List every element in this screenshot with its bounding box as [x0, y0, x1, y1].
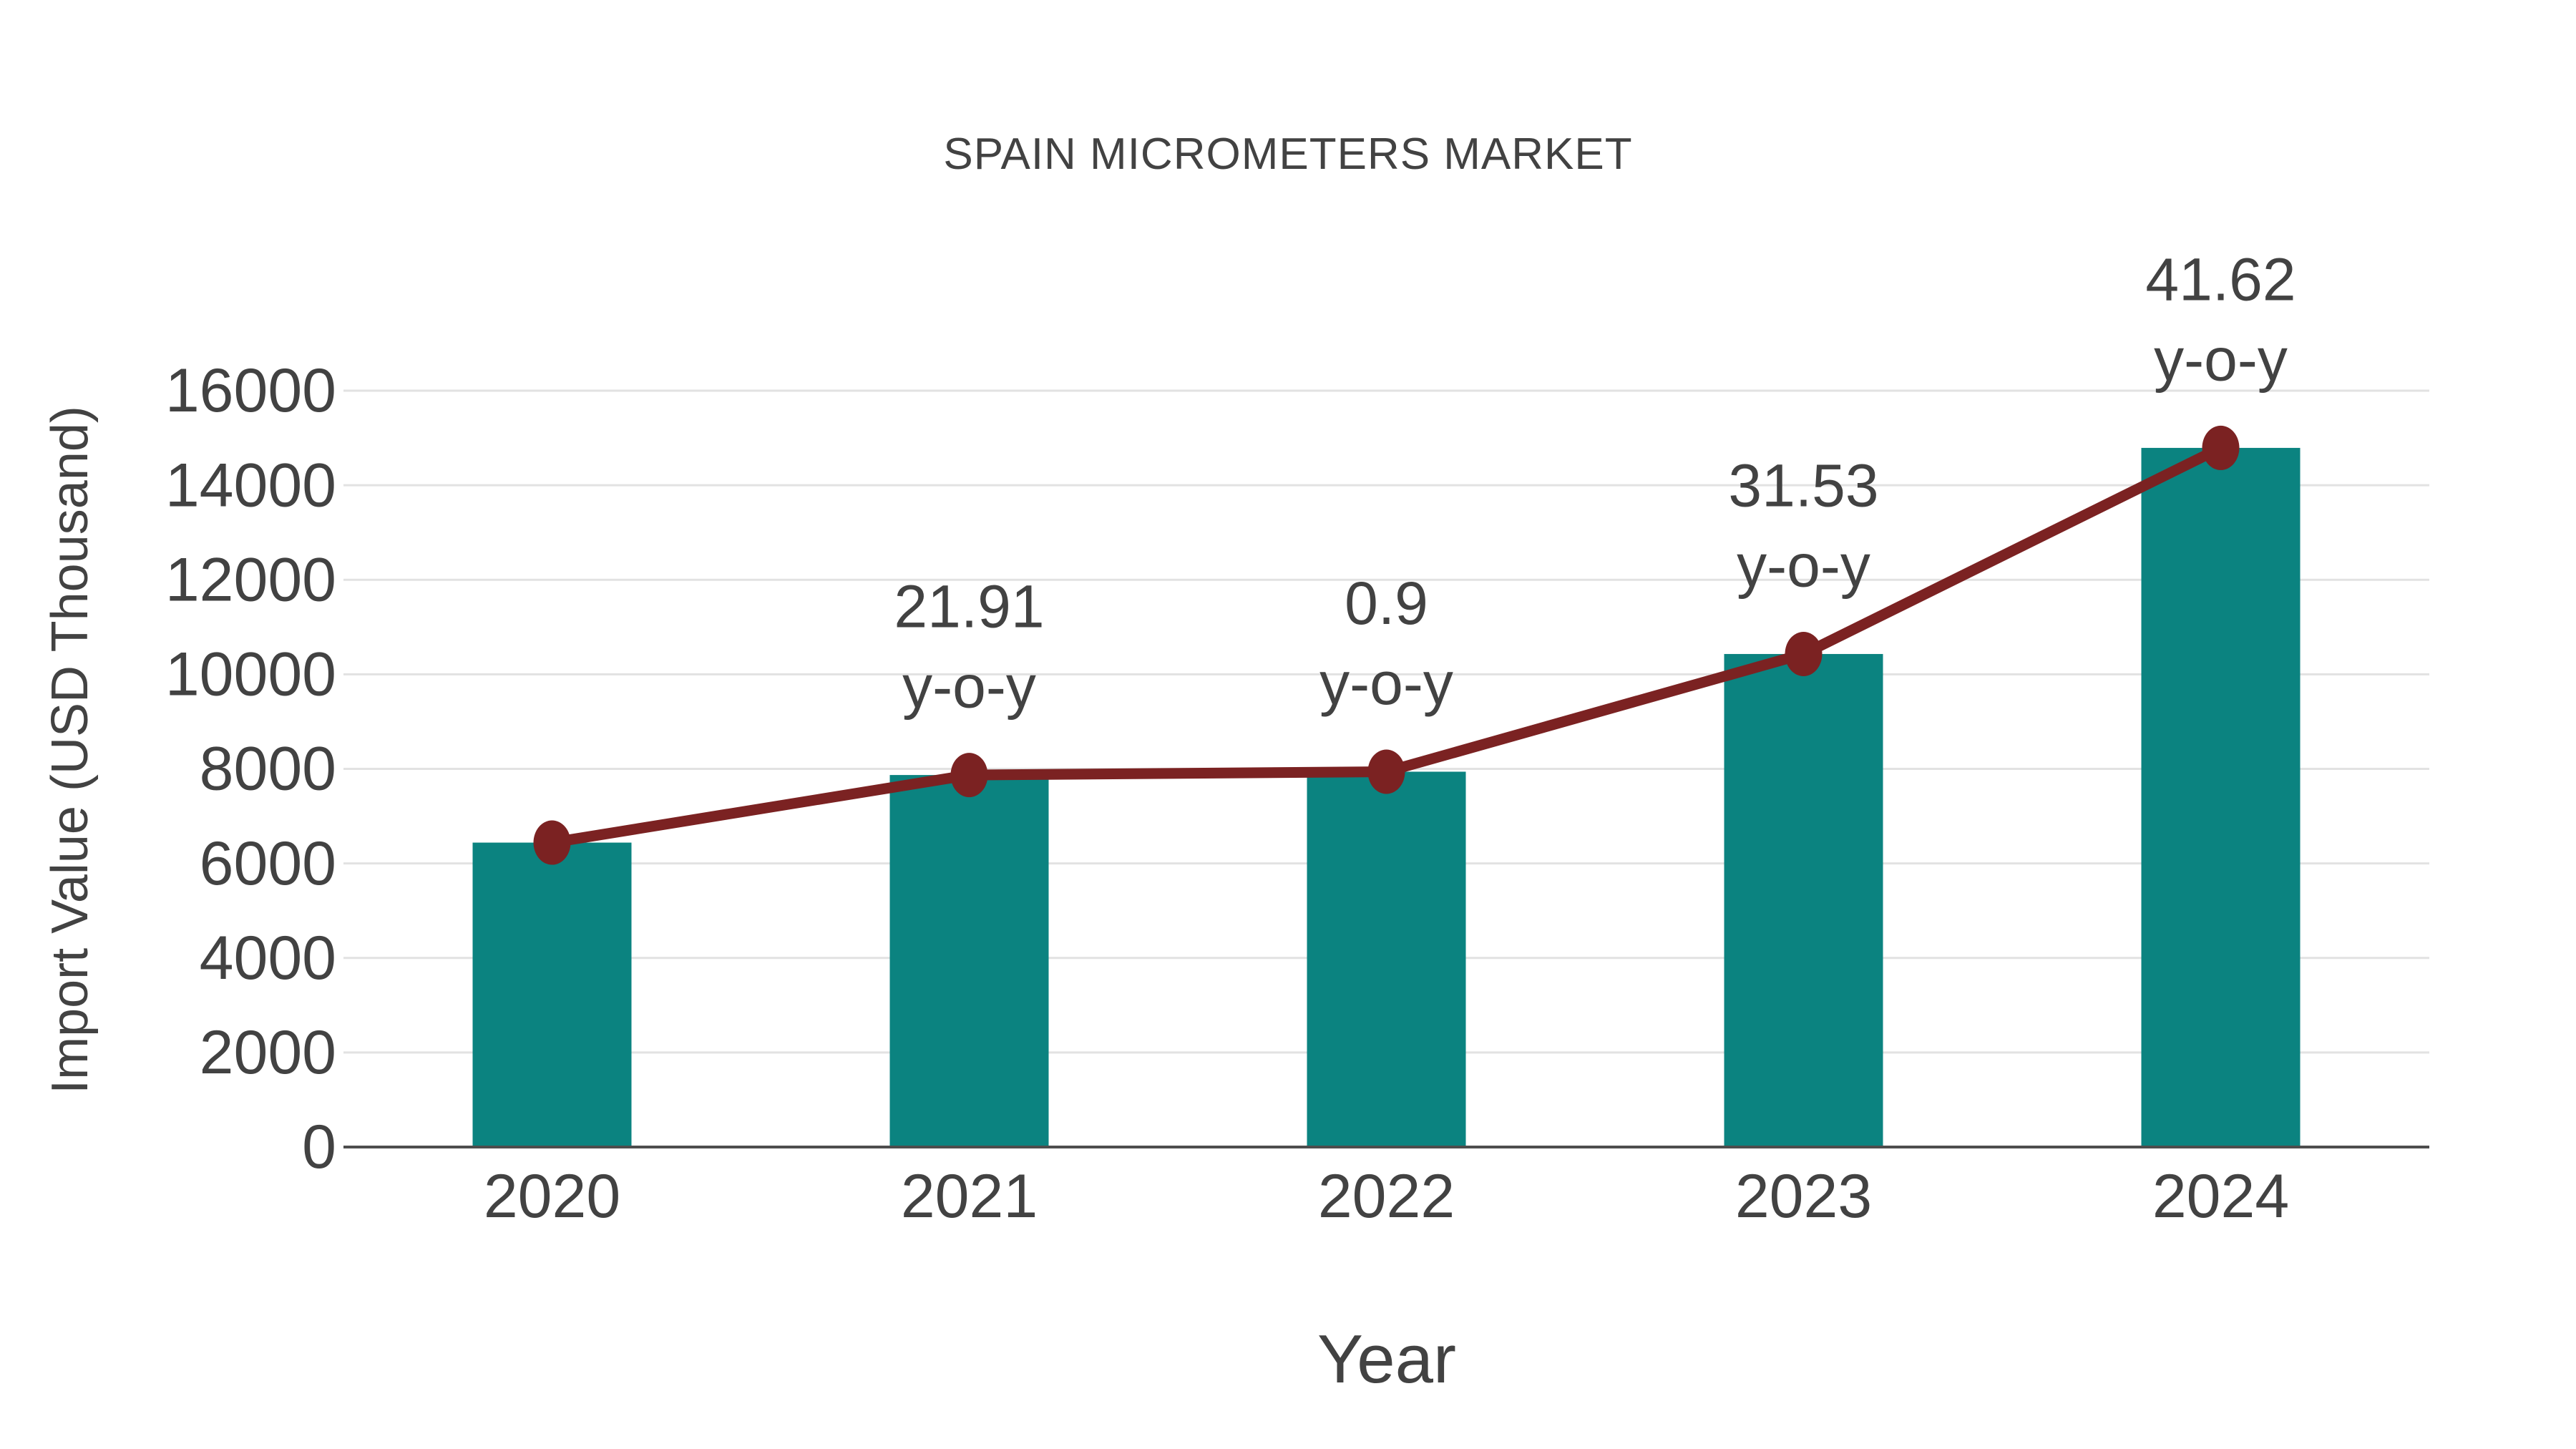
- y-tick-label: 2000: [200, 1018, 336, 1087]
- marker-2023: [1785, 631, 1823, 676]
- y-tick-label: 0: [302, 1113, 336, 1181]
- bar-2021: [889, 775, 1049, 1147]
- annotation-value-2023: 31.53: [1728, 452, 1878, 519]
- bar-2023: [1724, 653, 1883, 1147]
- bar-2024: [2141, 447, 2301, 1147]
- y-tick-label: 14000: [165, 451, 336, 519]
- x-tick-label: 2020: [484, 1162, 620, 1231]
- marker-2022: [1367, 749, 1405, 794]
- y-tick-label: 16000: [165, 356, 336, 425]
- x-tick-label: 2022: [1318, 1162, 1455, 1231]
- y-tick-label: 4000: [200, 924, 336, 992]
- y-tick-label: 12000: [165, 545, 336, 614]
- x-tick-label: 2024: [2152, 1162, 2289, 1231]
- bar-2020: [472, 842, 632, 1147]
- annotation-suffix-2024: y-o-y: [2154, 326, 2288, 393]
- annotation-value-2024: 41.62: [2145, 245, 2296, 313]
- annotation-suffix-2021: y-o-y: [902, 653, 1036, 721]
- marker-2024: [2202, 425, 2240, 470]
- x-tick-label: 2023: [1735, 1162, 1872, 1231]
- y-tick-label: 8000: [200, 735, 336, 804]
- annotation-suffix-2022: y-o-y: [1319, 650, 1453, 717]
- x-tick-label: 2021: [901, 1162, 1038, 1231]
- x-axis-title: Year: [1317, 1321, 1456, 1397]
- annotation-suffix-2023: y-o-y: [1737, 532, 1870, 600]
- y-tick-label: 10000: [165, 640, 336, 709]
- marker-2021: [950, 753, 988, 798]
- annotation-value-2021: 21.91: [894, 573, 1044, 640]
- y-tick-label: 6000: [200, 829, 336, 898]
- annotation-value-2022: 0.9: [1345, 570, 1428, 637]
- chart-title: SPAIN MICROMETERS MARKET: [943, 130, 1633, 179]
- bar-2022: [1307, 771, 1466, 1147]
- marker-2020: [533, 820, 571, 865]
